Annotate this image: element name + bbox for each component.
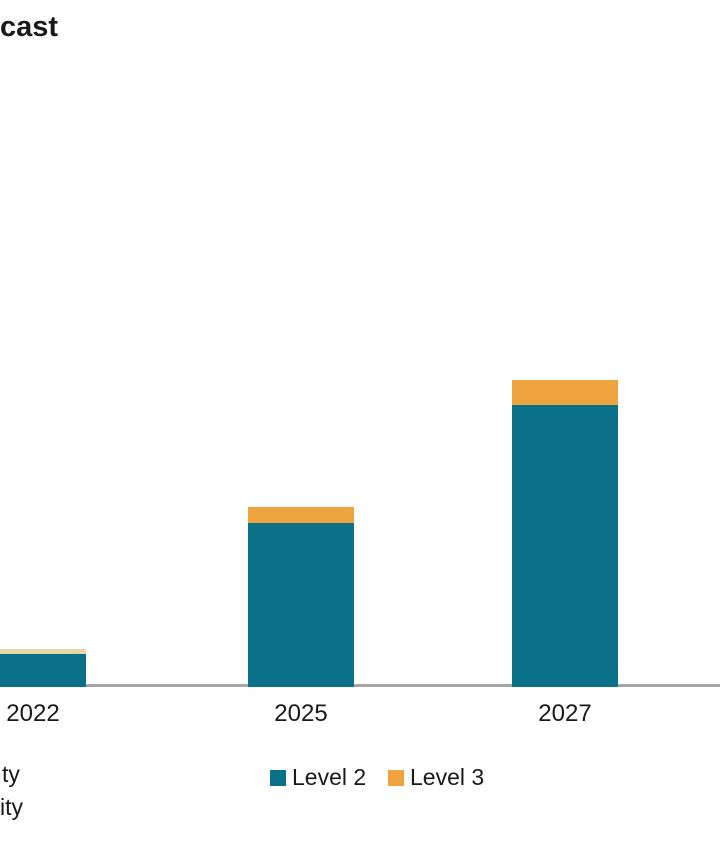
legend-item-label: Level 3 <box>410 764 485 790</box>
legend-item-level3: Level 3 <box>388 764 484 791</box>
x-tick-label-2025: 2025 <box>274 700 328 727</box>
legend-item-level2: Level 2 <box>270 764 366 791</box>
x-axis-line <box>0 684 720 687</box>
legend-cropped-text-row1: ty <box>2 761 20 787</box>
legend-item-label: Level 2 <box>292 764 367 790</box>
level3-swatch-icon <box>388 769 404 786</box>
bar-segment-level2-2027 <box>512 405 618 687</box>
bar-segment-level3-2027 <box>512 380 618 405</box>
bar-segment-level3-2025 <box>247 507 354 523</box>
bar-segment-level3-2022 <box>0 649 86 654</box>
x-tick-label-2027: 2027 <box>538 700 592 727</box>
legend-cropped-text-row2: ity <box>0 794 23 820</box>
chart-title: cast <box>0 11 59 43</box>
x-tick-label-2022: 2022 <box>6 700 60 727</box>
bar-segment-level2-2022 <box>0 654 86 687</box>
level2-swatch-icon <box>270 769 286 786</box>
bar-segment-level2-2025 <box>247 523 354 687</box>
